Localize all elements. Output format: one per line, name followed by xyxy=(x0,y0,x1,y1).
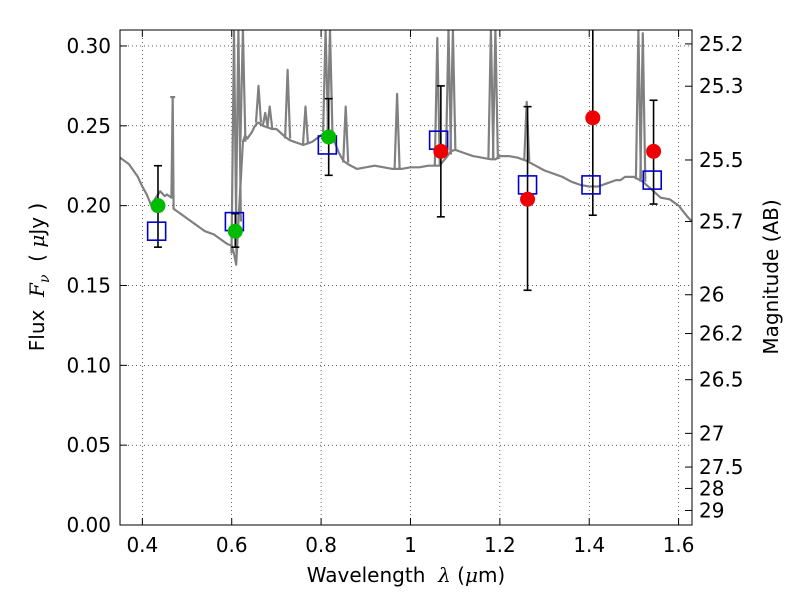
emission-line xyxy=(254,84,263,123)
y-tick-label: 0.30 xyxy=(66,34,111,58)
y-tick-label: 0.05 xyxy=(66,433,111,457)
emission-line xyxy=(487,30,495,160)
y-tick-label: 0.25 xyxy=(66,114,111,138)
emission-line xyxy=(433,36,441,166)
emission-line xyxy=(301,105,310,145)
magnitude-tick-label: 26 xyxy=(699,283,724,307)
emission-line xyxy=(639,32,647,182)
observed-point xyxy=(585,110,601,126)
x-tick-label: 1.4 xyxy=(573,533,605,557)
emission-line xyxy=(284,68,292,139)
magnitude-tick-label: 27.5 xyxy=(699,455,744,479)
magnitude-tick-label: 25.2 xyxy=(699,32,744,56)
model-point xyxy=(642,170,663,190)
observed-points xyxy=(150,110,662,239)
emission-line xyxy=(266,105,274,129)
observed-point xyxy=(520,191,536,207)
magnitude-tick-label: 25.7 xyxy=(699,209,744,233)
y-tick-label: 0.20 xyxy=(66,194,111,218)
magnitude-tick-label: 26.5 xyxy=(699,368,744,392)
emission-line xyxy=(239,30,247,142)
y-tick-label: 0.00 xyxy=(66,513,111,537)
x-tick-label: 1 xyxy=(404,533,417,557)
y-tick-label: 0.10 xyxy=(66,353,111,377)
emission-line xyxy=(342,105,350,163)
magnitude-tick-label: 28 xyxy=(699,476,724,500)
observed-point xyxy=(227,223,243,239)
y-tick-label: 0.15 xyxy=(66,273,111,297)
observed-point xyxy=(433,143,449,159)
magnitude-tick-label: 27 xyxy=(699,421,724,445)
emission-line xyxy=(234,30,242,222)
y-axis-ticks: 0.00 0.05 0.10 0.15 0.20 0.25 0.30 xyxy=(66,34,127,537)
x-axis-ticks: 0.4 0.6 0.8 1 1.2 1.4 1.6 xyxy=(126,30,695,557)
emission-line xyxy=(491,30,499,160)
magnitude-tick-label: 29 xyxy=(699,498,724,522)
plot-area xyxy=(120,30,692,525)
emission-line xyxy=(634,30,642,180)
magnitude-tick-label: 26.2 xyxy=(699,322,744,346)
x-axis-label: Wavelength λ (μm) xyxy=(307,563,506,587)
x-tick-label: 0.4 xyxy=(126,533,158,557)
magnitude-tick-label: 25.3 xyxy=(699,74,744,98)
emission-line xyxy=(393,92,401,169)
observed-point xyxy=(321,129,337,145)
plot-frame xyxy=(119,29,693,526)
model-point xyxy=(146,221,167,241)
y-axis-label: Flux Fν ( μJy ) xyxy=(25,203,53,351)
x-tick-label: 0.8 xyxy=(305,533,337,557)
magnitude-axis-label: Magnitude (AB) xyxy=(759,199,783,354)
magnitude-tick-label: 25.5 xyxy=(699,148,744,172)
x-tick-label: 0.6 xyxy=(216,533,248,557)
x-tick-label: 1.2 xyxy=(484,533,516,557)
observed-point xyxy=(646,143,662,159)
x-tick-label: 1.6 xyxy=(663,533,695,557)
model-point xyxy=(581,175,601,195)
emission-line xyxy=(523,100,531,161)
emission-line xyxy=(449,30,457,151)
observed-point xyxy=(150,198,166,214)
